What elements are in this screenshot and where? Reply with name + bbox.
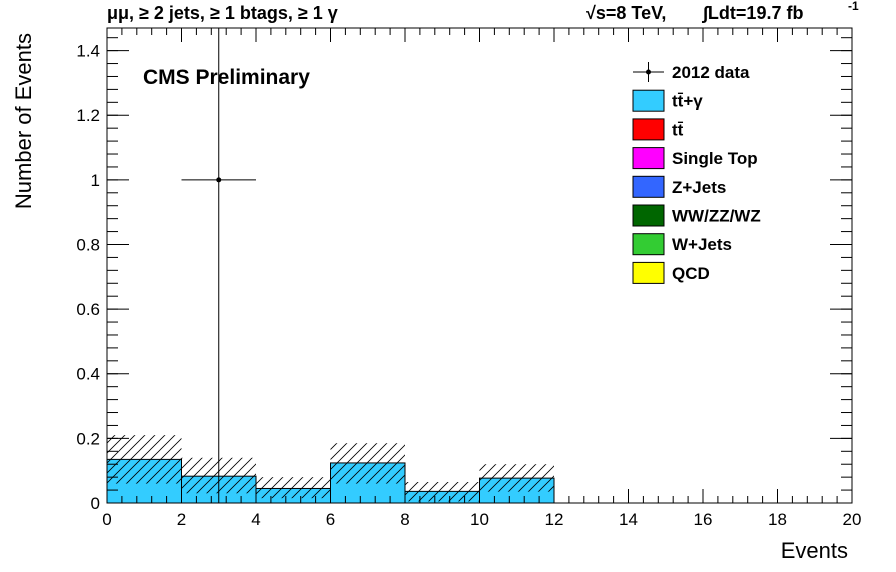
y-tick-label: 0.4 <box>76 365 100 384</box>
legend-swatch <box>632 204 665 227</box>
legend-swatch <box>632 261 665 284</box>
y-tick-label: 1.4 <box>76 42 100 61</box>
uncertainty-box <box>405 481 480 502</box>
x-tick-label: 12 <box>545 510 564 529</box>
legend-label: Single Top <box>672 149 758 168</box>
lumi-exponent: -1 <box>848 0 859 13</box>
x-tick-label: 20 <box>843 510 862 529</box>
data-points <box>181 28 256 503</box>
legend-swatch <box>632 118 665 141</box>
uncertainty-box <box>256 477 331 499</box>
y-axis-title: Number of Events <box>11 33 36 209</box>
lumi-label: ∫Ldt=19.7 fb <box>702 3 803 23</box>
uncertainty-box <box>107 435 182 484</box>
x-tick-label: 8 <box>400 510 409 529</box>
x-axis-title: Events <box>781 538 848 563</box>
y-tick-label: 0 <box>91 494 100 513</box>
x-tick-label: 16 <box>694 510 713 529</box>
legend-label: tt̄ <box>672 120 684 139</box>
y-tick-label: 0.2 <box>76 429 100 448</box>
legend-swatch <box>632 233 665 256</box>
legend-swatch <box>632 89 665 112</box>
x-tick-label: 18 <box>768 510 787 529</box>
legend-label: 2012 data <box>672 63 750 82</box>
legend-label: WW/ZZ/WZ <box>672 207 761 226</box>
y-tick-label: 0.6 <box>76 300 100 319</box>
uncertainty-box <box>330 443 405 484</box>
legend-label: QCD <box>672 264 710 283</box>
legend-label: tt̄+γ <box>672 92 703 111</box>
legend-swatch <box>632 147 665 170</box>
axis-ticks: 0 2 4 6 8 10 12 14 16 18 20 0 0.2 0.4 0.6 0.8 1 1.2 1.4 <box>76 28 861 529</box>
y-tick-label: 1.2 <box>76 106 100 125</box>
data-point <box>216 177 222 183</box>
legend: 2012 data tt̄+γ tt̄ Single Top Z+Jets WW/ZZ/W… <box>632 62 761 284</box>
legend-swatch <box>632 175 665 198</box>
uncertainty-box <box>479 464 554 492</box>
selection-label: μμ, ≥ 2 jets, ≥ 1 btags, ≥ 1 γ <box>107 3 338 23</box>
cms-label: CMS Preliminary <box>143 66 310 89</box>
x-tick-label: 10 <box>470 510 489 529</box>
x-tick-label: 6 <box>326 510 335 529</box>
x-tick-label: 0 <box>102 510 111 529</box>
legend-label: W+Jets <box>672 235 732 254</box>
legend-data-marker-dot <box>646 69 651 75</box>
y-tick-label: 1 <box>91 171 100 190</box>
y-tick-label: 0.8 <box>76 235 100 254</box>
energy-label: √s=8 TeV, <box>586 3 666 23</box>
x-tick-label: 14 <box>619 510 638 529</box>
x-tick-label: 2 <box>177 510 186 529</box>
x-tick-label: 4 <box>251 510 260 529</box>
legend-label: Z+Jets <box>672 178 726 197</box>
